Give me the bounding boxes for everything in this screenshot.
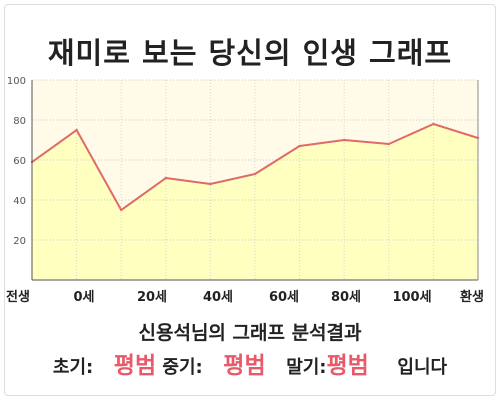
data-point — [253, 172, 257, 176]
x-tick-label: 100세 — [392, 290, 431, 305]
data-point — [75, 128, 78, 132]
y-tick-label: 20 — [13, 236, 26, 247]
x-tick-label: 60세 — [269, 290, 299, 305]
data-point — [387, 142, 390, 146]
data-point — [209, 182, 212, 186]
late-value: 평범 — [326, 353, 369, 379]
x-tick-label: 전생 — [6, 289, 30, 305]
early-label: 초기: — [52, 357, 94, 378]
y-tick-label: 40 — [13, 196, 26, 207]
data-point — [432, 122, 435, 126]
x-tick-label: 40세 — [203, 290, 233, 305]
x-tick-label: 20세 — [137, 290, 167, 305]
y-tick-label: 60 — [13, 156, 26, 167]
result-line: 초기: 평범 중기: 평범 말기:평범 입니다 — [0, 346, 500, 380]
early-value: 평범 — [113, 353, 157, 379]
late-label: 말기: — [286, 357, 327, 378]
middle-value: 평범 — [223, 353, 266, 379]
x-tick-label: 0세 — [73, 290, 94, 305]
summary-heading: 신용석님의 그래프 분석결과 — [138, 322, 362, 344]
data-point — [120, 208, 123, 212]
data-point — [164, 176, 167, 180]
x-tick-label: 환생 — [460, 289, 484, 305]
data-point — [298, 144, 301, 148]
area-fill — [32, 124, 478, 280]
y-tick-label: 80 — [13, 116, 26, 127]
ending-text: 입니다 — [397, 357, 448, 378]
y-tick-label: 100 — [7, 76, 26, 87]
page-title: 재미로 보는 당신의 인생 그래프 — [47, 36, 453, 70]
data-point — [343, 138, 346, 142]
middle-label: 중기: — [162, 357, 203, 378]
x-tick-label: 80세 — [331, 290, 361, 305]
